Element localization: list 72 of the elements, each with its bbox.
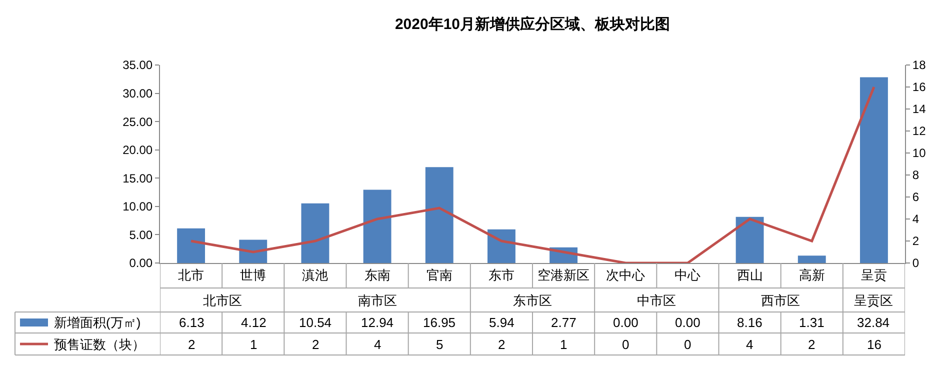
data-label: 2 <box>188 337 196 352</box>
bar <box>177 228 206 263</box>
y2-tick-label: 6 <box>912 190 920 204</box>
data-label: 4 <box>374 337 382 352</box>
text: 东市区 <box>513 293 552 308</box>
x-tick-label: 中心 <box>674 268 701 283</box>
bar <box>487 229 516 263</box>
x-tick-label: 世博 <box>240 268 266 283</box>
line-series <box>190 86 876 263</box>
y2-tick-label: 18 <box>912 58 926 72</box>
x-tick-label: 呈贡 <box>860 268 887 283</box>
y-tick-label: 15.00 <box>122 171 153 186</box>
data-label: 10.54 <box>299 315 332 330</box>
data-label: 1.31 <box>799 315 824 330</box>
bar <box>425 167 454 263</box>
y-tick-label: 35.00 <box>122 58 153 72</box>
x-tick-label: 东市 <box>488 268 514 283</box>
data-label: 2 <box>312 337 320 352</box>
bar <box>363 190 392 263</box>
text: 南市区 <box>358 293 397 308</box>
data-label: 0.00 <box>675 315 700 330</box>
y2-tick-label: 10 <box>912 146 926 160</box>
x-tick-label: 北市 <box>178 268 204 283</box>
x-tick-label: 次中心 <box>606 268 646 283</box>
y-tick-label: 5.00 <box>129 228 153 242</box>
y-tick-label: 30.00 <box>122 86 153 100</box>
y2-tick-label: 2 <box>912 234 920 248</box>
y2-tick-label: 8 <box>912 168 920 182</box>
legend-label: 新增面积(万㎡) <box>54 315 141 330</box>
y-tick-label: 10.00 <box>122 200 153 214</box>
data-label: 5.94 <box>489 315 514 330</box>
text: 呈贡区 <box>854 293 893 308</box>
data-label: 8.16 <box>737 315 762 330</box>
bar <box>860 77 888 263</box>
y2-tick-label: 14 <box>912 102 926 116</box>
data-label: 0.00 <box>613 315 638 330</box>
data-label: 1 <box>250 337 258 352</box>
y-tick-label: 0.00 <box>129 256 153 270</box>
text: 中市区 <box>637 293 676 308</box>
y2-tick-label: 4 <box>912 212 920 226</box>
bar <box>736 216 764 263</box>
data-label: 2.77 <box>551 315 576 330</box>
data-label: 32.84 <box>857 315 890 330</box>
data-label: 12.94 <box>361 315 394 330</box>
data-label: 16.95 <box>423 315 456 330</box>
data-label: 4.12 <box>241 315 266 330</box>
data-label: 1 <box>560 337 568 352</box>
data-label: 0 <box>622 337 630 352</box>
bar <box>798 256 826 263</box>
legend-label: 预售证数（块） <box>54 337 145 352</box>
y-tick-label: 25.00 <box>122 114 153 129</box>
data-label: 5 <box>436 337 444 352</box>
y-tick-label: 20.00 <box>122 143 153 158</box>
data-label: 2 <box>498 337 506 352</box>
chart-title: 2020年10月新增供应分区域、板块对比图 <box>394 15 670 34</box>
data-label: 4 <box>746 337 754 352</box>
y2-tick-label: 0 <box>912 256 920 270</box>
bar <box>301 203 330 263</box>
y2-tick-label: 16 <box>912 80 926 94</box>
x-tick-label: 滇池 <box>302 268 328 283</box>
x-tick-label: 东南 <box>364 268 390 283</box>
data-label: 6.13 <box>179 315 204 330</box>
x-tick-label: 高新 <box>798 268 825 283</box>
data-label: 0 <box>684 337 692 352</box>
x-tick-label: 空港新区 <box>538 268 590 283</box>
data-label: 16 <box>867 337 882 352</box>
text: 北市区 <box>203 293 242 308</box>
x-tick-label: 西山 <box>736 268 763 283</box>
x-tick-label: 官南 <box>426 268 452 283</box>
text: 西市区 <box>761 293 800 308</box>
y2-tick-label: 12 <box>912 124 926 138</box>
data-label: 2 <box>808 337 816 352</box>
